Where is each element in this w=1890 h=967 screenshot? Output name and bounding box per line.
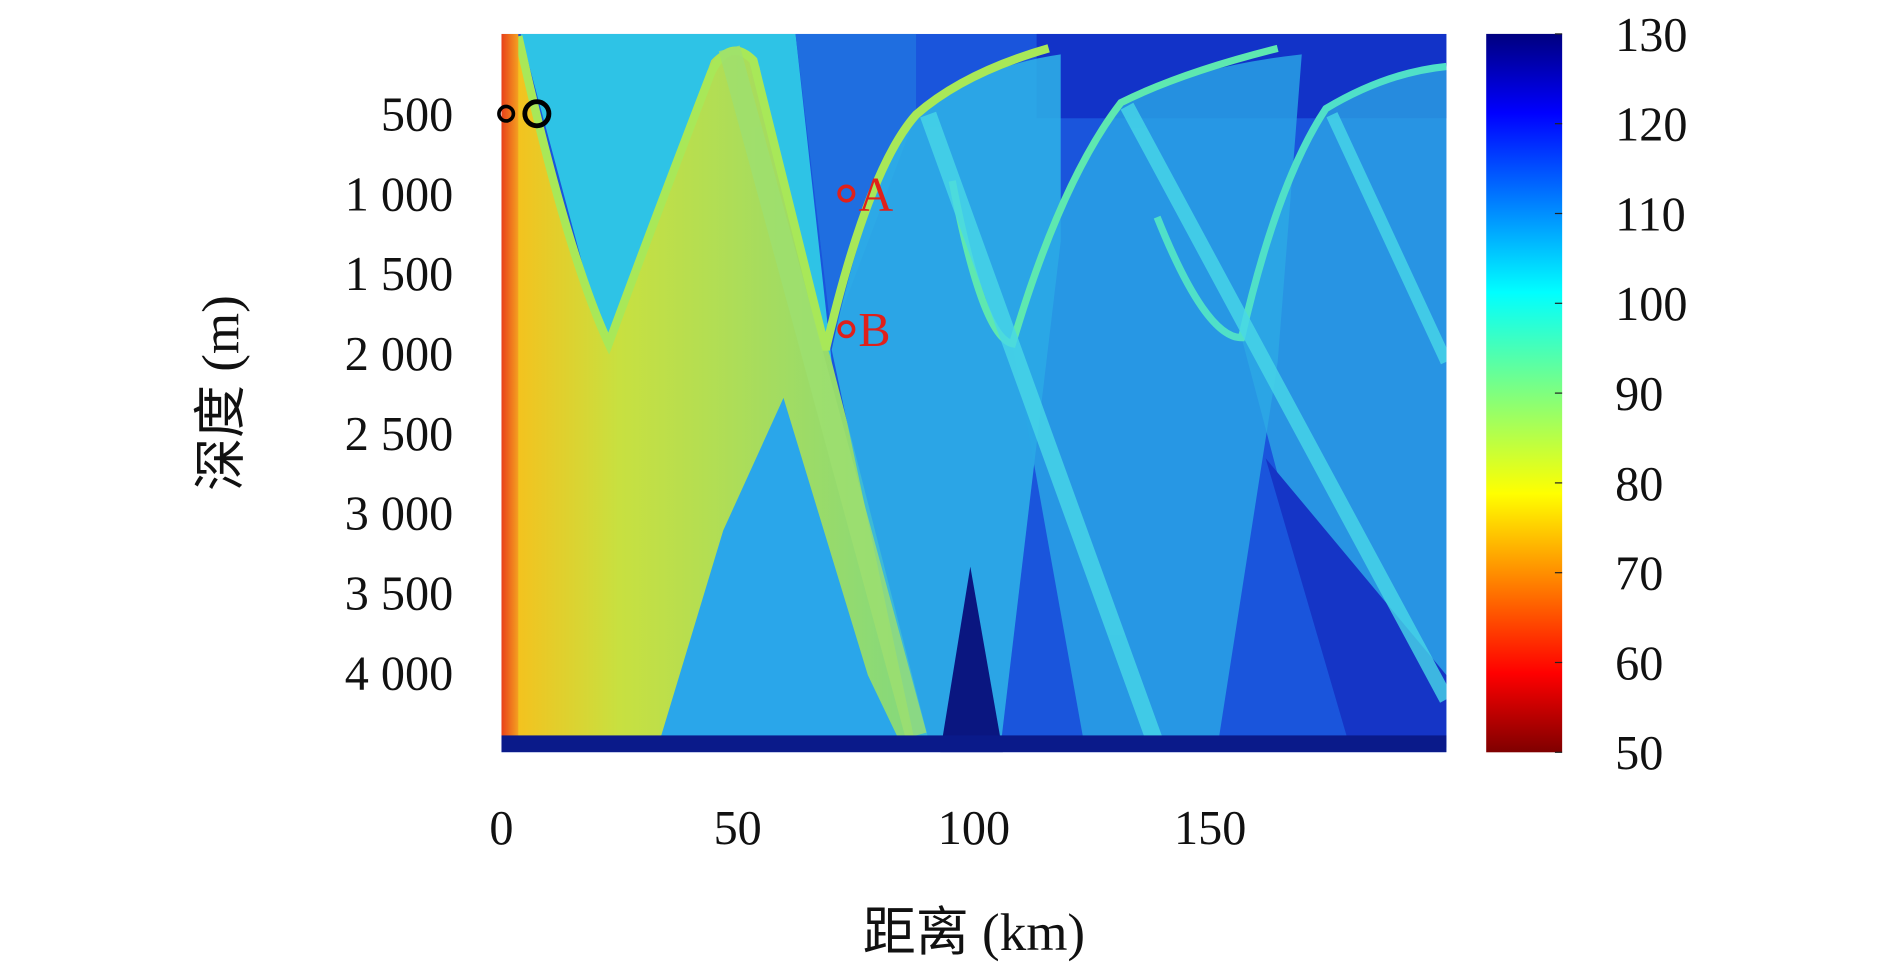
x-axis-label: 距离 (km)	[863, 904, 1085, 962]
y-tick-label: 500	[381, 89, 453, 142]
caustic-3	[1153, 62, 1447, 342]
ray-beam-1	[718, 45, 927, 739]
marker-label: A	[858, 168, 893, 221]
colorbar-tick-label: 110	[1615, 188, 1686, 241]
ray-beam-2	[920, 111, 1166, 751]
colorbar-tick-label: 130	[1615, 9, 1687, 62]
ray-beam-4	[1326, 112, 1447, 365]
source-marker	[497, 104, 516, 123]
x-tick-label: 150	[1174, 802, 1246, 855]
field-blue-notch	[795, 33, 917, 338]
x-tick-label: 0	[489, 802, 513, 855]
y-tick-label: 2 000	[345, 328, 453, 381]
y-tick-label: 3 500	[345, 568, 453, 621]
colorbar-axis: 50 60 70 80 90 100 110 120 130	[1554, 9, 1687, 780]
colorbar-tick-label: 120	[1615, 99, 1687, 152]
y-tick-label: 4 000	[345, 647, 453, 700]
colorbar-tick-label: 60	[1615, 637, 1663, 690]
receiver-marker-b	[837, 320, 856, 339]
beam-4	[1241, 66, 1447, 748]
beam-3	[1012, 54, 1302, 748]
y-tick-label: 2 500	[345, 408, 453, 461]
source-marker	[522, 99, 552, 129]
caustic-1	[514, 35, 1050, 355]
seamount	[940, 566, 1003, 753]
colorbar-tick-label: 90	[1615, 368, 1663, 421]
y-axis: 500 1 000 1 500 2 000 2 500 3 000 3 500 4 000	[345, 89, 453, 701]
colorbar	[1486, 33, 1563, 753]
colorbar-tick-label: 70	[1615, 548, 1663, 601]
x-axis: 0 50 100 150	[489, 802, 1246, 855]
caustic-2	[948, 44, 1279, 348]
ray-beam-3	[1120, 102, 1447, 703]
x-tick-label: 100	[938, 802, 1010, 855]
source-strip	[501, 33, 519, 738]
x-tick-label: 50	[714, 802, 762, 855]
marker-label: B	[858, 304, 890, 357]
colorbar-tick-label: 100	[1615, 278, 1687, 331]
colorbar-tick-label: 50	[1615, 727, 1663, 780]
colorbar-tick-label: 80	[1615, 458, 1663, 511]
y-tick-label: 1 500	[345, 248, 453, 301]
field-deep-pocket	[1265, 458, 1447, 748]
markers: AB	[497, 99, 893, 357]
field-shadow-cone	[660, 397, 898, 738]
y-axis-label: 深度 (m)	[193, 295, 251, 491]
beam-2	[831, 54, 1061, 748]
seabed	[501, 735, 1447, 753]
y-tick-label: 1 000	[345, 168, 453, 221]
receiver-marker-a	[837, 184, 856, 203]
y-tick-label: 3 000	[345, 488, 453, 541]
heatmap-field	[501, 33, 1447, 753]
